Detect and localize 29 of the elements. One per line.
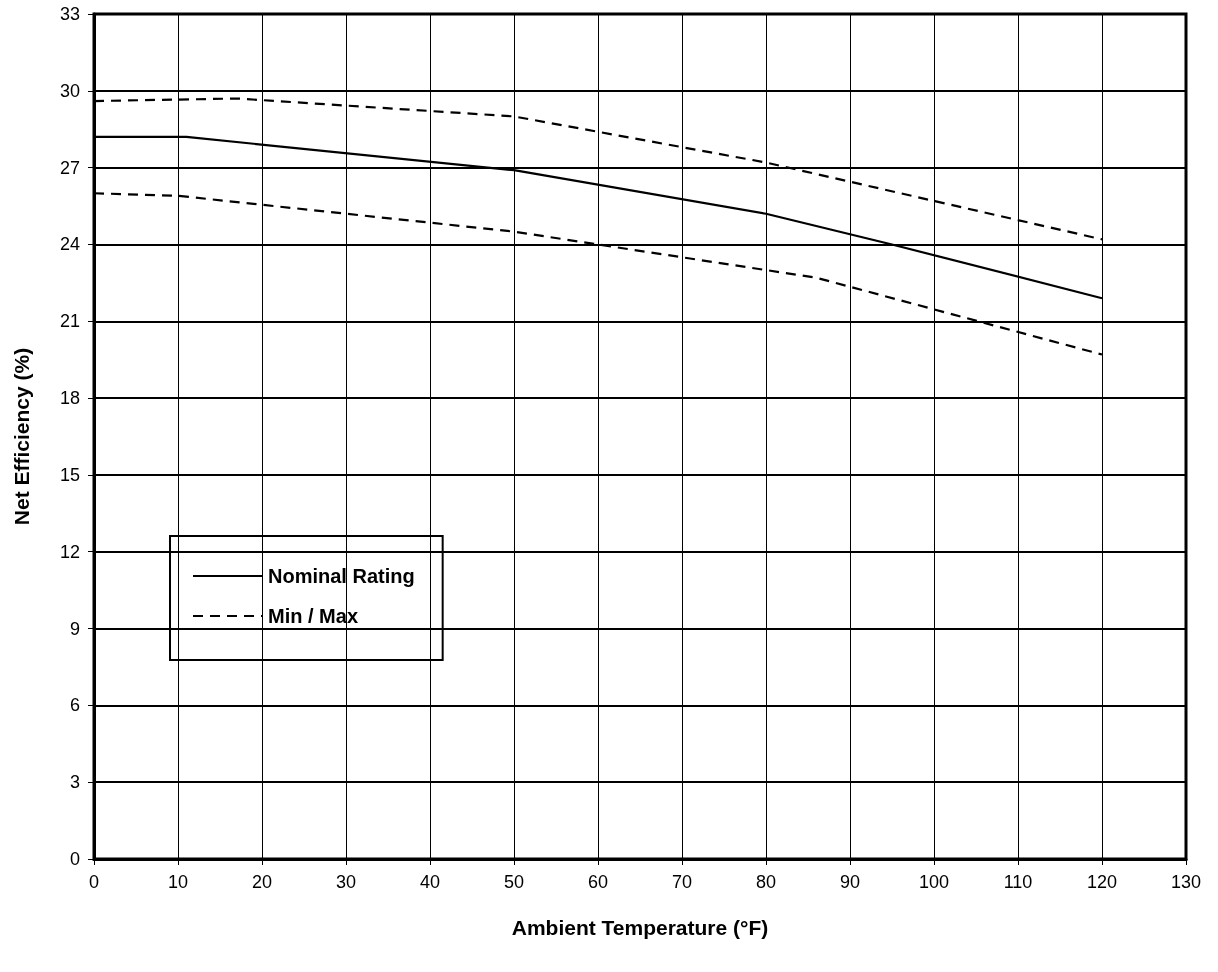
y-tick-label: 24 xyxy=(59,234,80,255)
x-tick-label: 90 xyxy=(839,872,861,892)
y-tick-label: 3 xyxy=(69,772,80,793)
x-tick-label: 60 xyxy=(587,872,609,892)
y-tick-label: 15 xyxy=(59,464,80,485)
x-tick-label: 50 xyxy=(503,872,525,892)
y-tick-label: 33 xyxy=(59,4,80,24)
x-tick-label: 120 xyxy=(1086,872,1118,892)
y-tick-label: 12 xyxy=(59,541,80,562)
legend-label: Nominal Rating xyxy=(268,565,415,587)
x-tick-label: 0 xyxy=(88,872,100,892)
x-tick-label: 20 xyxy=(251,872,273,892)
x-tick-label: 110 xyxy=(1003,872,1033,892)
y-tick-label: 30 xyxy=(59,80,80,101)
x-axis-title: Ambient Temperature (°F) xyxy=(511,916,769,939)
y-tick-label: 21 xyxy=(59,311,80,332)
x-tick-label: 30 xyxy=(335,872,357,892)
x-tick-label: 10 xyxy=(167,872,189,892)
y-tick-label: 6 xyxy=(69,695,80,716)
x-tick-label: 130 xyxy=(1170,872,1202,892)
y-axis-title: Net Efficiency (%) xyxy=(10,347,33,526)
y-tick-label: 18 xyxy=(59,388,80,409)
x-tick-label: 80 xyxy=(755,872,777,892)
x-tick-label: 100 xyxy=(918,872,950,892)
y-tick-label: 9 xyxy=(69,618,80,639)
y-tick-label: 0 xyxy=(69,849,80,869)
x-tick-label: 70 xyxy=(671,872,693,892)
x-tick-label: 40 xyxy=(419,872,441,892)
y-tick-label: 27 xyxy=(59,157,80,178)
